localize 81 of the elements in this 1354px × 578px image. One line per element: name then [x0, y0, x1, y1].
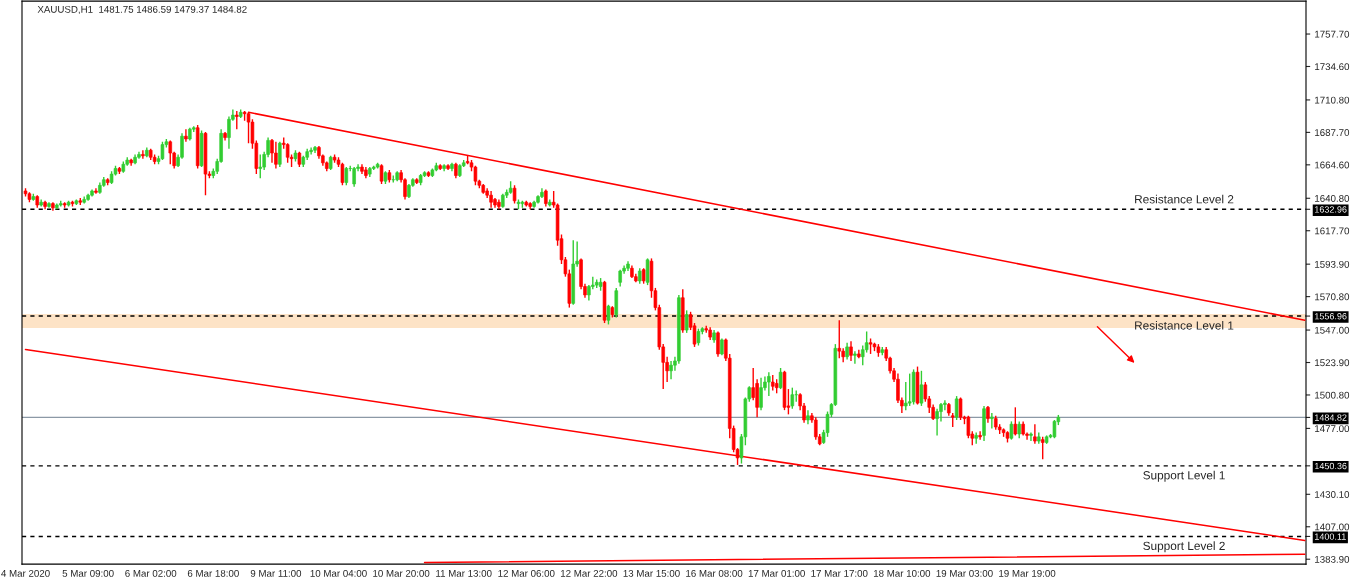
y-tick-label: 1664.60 [1315, 161, 1350, 169]
candlestick [258, 153, 263, 180]
x-tick-label: 12 Mar 22:00 [560, 569, 618, 577]
y-tick-label: 1477.00 [1315, 425, 1350, 433]
x-tick-label: 6 Mar 18:00 [187, 569, 239, 577]
y-tick-label: 1547.00 [1315, 326, 1350, 334]
candlestick [864, 330, 869, 354]
x-tick-label: 16 Mar 08:00 [686, 569, 743, 577]
y-tick-label: 1640.80 [1315, 195, 1350, 202]
ref-line-label: Support Level 1 [1143, 470, 1225, 482]
candlestick [645, 257, 650, 286]
candlestick [512, 184, 517, 205]
candlestick [278, 141, 282, 168]
candlestick [270, 138, 274, 164]
y-tick-label: 1500.80 [1315, 391, 1350, 399]
candlestick [907, 372, 912, 407]
y-tick-label: 1617.70 [1315, 227, 1350, 235]
y-tick-label: 1407.00 [1315, 523, 1350, 531]
y-tick-label: 1484.82 [1315, 414, 1347, 421]
x-tick-label: 10 Mar 20:00 [373, 569, 430, 577]
x-tick-label: 17 Mar 17:00 [811, 569, 868, 577]
candlestick [614, 287, 619, 319]
y-tick-label: 1734.60 [1315, 63, 1350, 71]
candlestick [954, 395, 959, 421]
y-tick-label: 1687.70 [1315, 129, 1350, 136]
candlestick [379, 163, 384, 185]
candlestick [1052, 419, 1057, 439]
y-tick-label: 1383.90 [1315, 555, 1350, 563]
candlestick [235, 110, 239, 130]
candlestick [853, 350, 857, 365]
y-tick-label: 1556.96 [1315, 313, 1347, 320]
x-tick-label: 18 Mar 10:00 [873, 569, 931, 577]
y-tick-label: 1450.36 [1315, 462, 1347, 470]
candlestick [837, 319, 842, 359]
x-tick-label: 6 Mar 02:00 [125, 569, 177, 577]
y-tick-label: 1523.90 [1315, 359, 1350, 367]
candlestick [978, 430, 982, 441]
y-tick-label: 1757.70 [1315, 30, 1350, 38]
candlestick [160, 141, 165, 161]
candlestick [141, 149, 145, 160]
candlestick [849, 340, 853, 362]
chart-title: XAUUSD,H1 1481.75 1486.59 1479.37 1484.82 [37, 5, 247, 14]
x-tick-label: 12 Mar 06:00 [498, 569, 555, 577]
ref-line-label: Resistance Level 1 [1135, 320, 1234, 330]
candlestick [759, 377, 763, 411]
ref-line-label: Support Level 2 [1143, 541, 1225, 553]
candlestick [767, 371, 771, 397]
x-tick-label: 19 Mar 19:00 [999, 569, 1056, 577]
candlestick [285, 142, 290, 164]
candlestick [669, 360, 673, 380]
candlestick [352, 166, 356, 188]
candlestick [168, 139, 173, 165]
candlestick [684, 309, 689, 334]
y-tick-label: 1632.96 [1315, 206, 1347, 213]
x-tick-label: 5 Mar 09:00 [62, 569, 114, 577]
y-tick-label: 1593.90 [1315, 260, 1350, 268]
x-tick-label: 11 Mar 13:00 [436, 569, 492, 577]
candlestick [990, 412, 994, 430]
candlestick [1009, 420, 1014, 441]
x-tick-label: 4 Mar 2020 [1, 569, 50, 577]
candlestick [958, 396, 963, 421]
candlestick [309, 146, 313, 156]
candlestick [919, 370, 924, 407]
y-tick-label: 1570.80 [1315, 293, 1350, 301]
candlestick [184, 128, 188, 143]
candlestick [716, 330, 720, 358]
x-tick-label: 19 Mar 03:00 [936, 569, 993, 577]
candlestick [274, 141, 278, 170]
candlestick [966, 415, 971, 439]
candlestick [606, 304, 611, 326]
x-tick-label: 10 Mar 04:00 [310, 569, 367, 577]
x-tick-label: 9 Mar 11:00 [250, 569, 302, 577]
x-tick-label: 17 Mar 01:00 [748, 569, 805, 577]
y-tick-label: 1710.80 [1315, 96, 1350, 104]
x-tick-label: 13 Mar 15:00 [623, 569, 680, 577]
ref-line-label: Resistance Level 2 [1135, 194, 1234, 204]
candlestick [814, 416, 818, 441]
y-tick-label: 1430.10 [1315, 491, 1350, 498]
y-tick-label: 1400.11 [1315, 533, 1346, 540]
candlestick [1040, 436, 1045, 461]
candlestick [1033, 423, 1037, 445]
